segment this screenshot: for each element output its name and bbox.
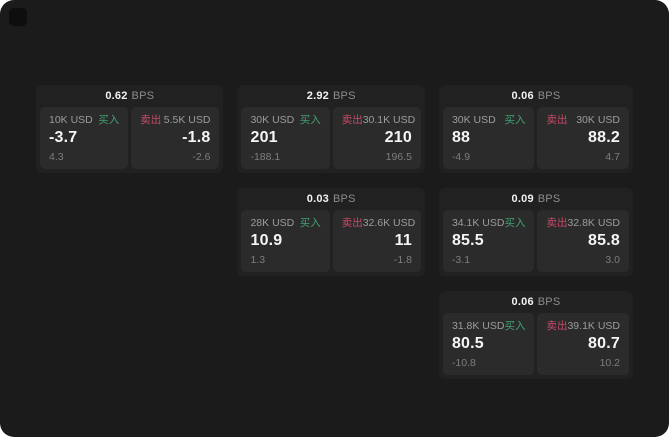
sell-side-label: 卖出 [546,114,568,126]
buy-delta: -10.8 [451,357,476,369]
sell-delta: 196.5 [385,151,412,163]
bps-value: 2.92 [306,90,329,102]
buy-side-label: 买入 [98,114,120,126]
sell-price: 80.7 [588,335,620,352]
card-header: 0.03 BPS [237,188,424,210]
sell-side-label: 卖出 [546,217,568,229]
buy-side-label: 买入 [504,114,526,126]
sell-price: 85.8 [588,232,620,249]
sell-price: -1.8 [182,129,211,146]
buy-side-label: 买入 [504,217,526,229]
buy-side-label: 买入 [504,320,526,332]
sell-pane[interactable]: 卖出 30K USD 88.2 4.7 [537,107,629,169]
bps-unit-label: BPS [537,296,561,308]
buy-pane[interactable]: 30K USD 买入 201 -188.1 [241,107,330,169]
bps-value: 0.62 [105,90,128,102]
bps-unit-label: BPS [333,193,356,205]
sell-pane[interactable]: 卖出 32.6K USD 11 -1.8 [332,210,421,272]
bps-unit-label: BPS [537,90,561,102]
sell-size: 39.1K USD [567,320,620,332]
buy-size: 30K USD [250,114,295,126]
buy-pane[interactable]: 10K USD 买入 -3.7 4.3 [40,107,129,169]
buy-delta: -188.1 [250,151,281,163]
quote-panes: 31.8K USD 买入 80.5 -10.8 卖出 39.1K USD 80.… [439,313,633,379]
sell-side-label: 卖出 [341,114,363,126]
quote-card: 0.06 BPS 31.8K USD 买入 80.5 -10.8 卖出 39.1… [438,291,633,379]
buy-size: 28K USD [250,217,295,229]
buy-price: 88 [451,129,471,146]
sell-price: 88.2 [588,129,620,146]
quote-panes: 28K USD 买入 10.9 1.3 卖出 32.6K USD 11 -1.8 [237,210,424,276]
sell-size: 5.5K USD [163,114,211,126]
sell-delta: 4.7 [605,151,620,163]
sell-price: 11 [394,232,412,249]
sell-delta: -1.8 [393,254,412,266]
quote-panes: 30K USD 买入 88 -4.9 卖出 30K USD 88.2 4.7 [439,107,633,173]
buy-size: 34.1K USD [451,217,505,229]
sell-price: 210 [384,129,412,146]
buy-delta: -3.1 [451,254,471,266]
card-header: 0.62 BPS [36,85,223,107]
sell-side-label: 卖出 [341,217,363,229]
sell-delta: 3.0 [605,254,620,266]
buy-delta: 1.3 [250,254,266,266]
bps-unit-label: BPS [537,193,561,205]
card-header: 0.09 BPS [439,188,633,210]
sell-pane[interactable]: 卖出 30.1K USD 210 196.5 [332,107,421,169]
quote-card-grid: 0.62 BPS 10K USD 买入 -3.7 4.3 卖出 5.5K USD [36,85,633,379]
app-icon[interactable] [9,8,27,26]
quote-card: 2.92 BPS 30K USD 买入 201 -188.1 卖出 30.1K … [237,85,425,173]
sell-side-label: 卖出 [140,114,162,126]
buy-price: -3.7 [49,129,78,146]
buy-price: 10.9 [250,232,283,249]
sell-side-label: 卖出 [546,320,568,332]
buy-pane[interactable]: 31.8K USD 买入 80.5 -10.8 [442,313,535,375]
card-header: 0.06 BPS [439,291,633,313]
sell-size: 32.6K USD [362,217,416,229]
buy-size: 31.8K USD [451,320,505,332]
bps-value: 0.03 [306,193,329,205]
sell-pane[interactable]: 卖出 39.1K USD 80.7 10.2 [537,313,629,375]
sell-size: 30K USD [576,114,620,126]
buy-price: 80.5 [451,335,484,352]
buy-pane[interactable]: 34.1K USD 买入 85.5 -3.1 [442,210,535,272]
buy-pane[interactable]: 28K USD 买入 10.9 1.3 [241,210,330,272]
card-header: 0.06 BPS [439,85,633,107]
quote-panes: 30K USD 买入 201 -188.1 卖出 30.1K USD 210 1… [237,107,424,173]
sell-size: 30.1K USD [362,114,416,126]
buy-delta: 4.3 [49,151,64,163]
buy-size: 10K USD [49,114,93,126]
bps-unit-label: BPS [131,90,155,102]
bps-unit-label: BPS [333,90,356,102]
quote-card: 0.03 BPS 28K USD 买入 10.9 1.3 卖出 32.6K US… [237,188,425,276]
sell-pane[interactable]: 卖出 32.8K USD 85.8 3.0 [537,210,629,272]
card-header: 2.92 BPS [237,85,424,107]
bps-value: 0.06 [511,296,534,308]
bps-value: 0.09 [511,193,534,205]
buy-delta: -4.9 [451,151,471,163]
quote-panes: 10K USD 买入 -3.7 4.3 卖出 5.5K USD -1.8 -2.… [36,107,223,173]
quote-card: 0.62 BPS 10K USD 买入 -3.7 4.3 卖出 5.5K USD [36,85,224,173]
sell-delta: -2.6 [192,151,211,163]
quote-card: 0.06 BPS 30K USD 买入 88 -4.9 卖出 30K USD [438,85,633,173]
buy-side-label: 买入 [299,114,321,126]
buy-pane[interactable]: 30K USD 买入 88 -4.9 [442,107,535,169]
buy-side-label: 买入 [299,217,321,229]
buy-size: 30K USD [451,114,496,126]
sell-pane[interactable]: 卖出 5.5K USD -1.8 -2.6 [131,107,220,169]
sell-size: 32.8K USD [567,217,620,229]
quote-card: 0.09 BPS 34.1K USD 买入 85.5 -3.1 卖出 32.8K… [438,188,633,276]
quote-panes: 34.1K USD 买入 85.5 -3.1 卖出 32.8K USD 85.8… [439,210,633,276]
buy-price: 201 [250,129,278,146]
buy-price: 85.5 [451,232,484,249]
bps-value: 0.06 [511,90,534,102]
sell-delta: 10.2 [599,357,620,369]
